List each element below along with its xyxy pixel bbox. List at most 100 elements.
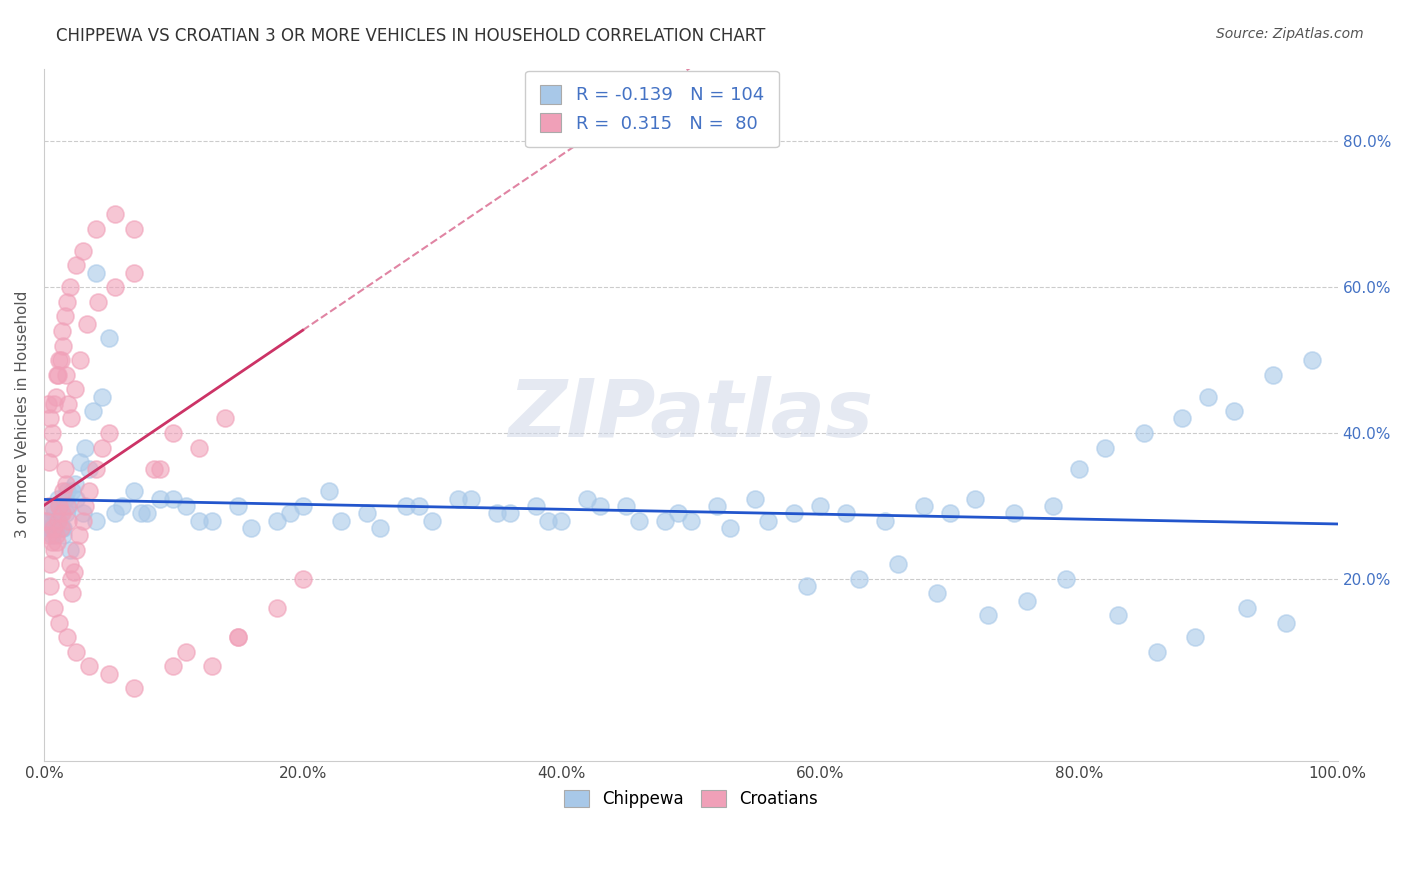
Point — [1146, 645, 1168, 659]
Point — [55, 506, 77, 520]
Point — [174, 499, 197, 513]
Point — [41, 528, 63, 542]
Point — [368, 521, 391, 535]
Point — [60, 411, 83, 425]
Point — [35, 514, 58, 528]
Point — [887, 558, 910, 572]
Point — [808, 499, 831, 513]
Point — [60, 586, 83, 600]
Point — [149, 462, 172, 476]
Point — [37, 514, 59, 528]
Point — [44, 390, 66, 404]
Point — [201, 514, 224, 528]
Point — [124, 484, 146, 499]
Point — [848, 572, 870, 586]
Point — [53, 491, 76, 506]
Point — [72, 244, 94, 258]
Point — [62, 565, 84, 579]
Point — [104, 207, 127, 221]
Point — [44, 528, 66, 542]
Point — [46, 368, 69, 382]
Point — [460, 491, 482, 506]
Point — [58, 397, 80, 411]
Point — [149, 491, 172, 506]
Point — [589, 499, 612, 513]
Point — [524, 499, 547, 513]
Point — [55, 368, 77, 382]
Point — [318, 484, 340, 499]
Point — [69, 353, 91, 368]
Point — [51, 521, 73, 535]
Point — [835, 506, 858, 520]
Point — [75, 499, 97, 513]
Point — [51, 506, 73, 520]
Point — [912, 499, 935, 513]
Point — [49, 506, 72, 520]
Point — [56, 499, 79, 513]
Point — [48, 615, 70, 630]
Point — [627, 514, 650, 528]
Point — [59, 542, 82, 557]
Point — [84, 266, 107, 280]
Point — [39, 579, 62, 593]
Point — [44, 506, 66, 520]
Point — [1107, 608, 1129, 623]
Point — [201, 659, 224, 673]
Point — [1132, 425, 1154, 440]
Point — [214, 411, 236, 425]
Point — [59, 280, 82, 294]
Point — [84, 222, 107, 236]
Point — [37, 528, 59, 542]
Point — [718, 521, 741, 535]
Point — [142, 462, 165, 476]
Point — [52, 521, 75, 535]
Point — [129, 506, 152, 520]
Point — [69, 455, 91, 469]
Point — [39, 411, 62, 425]
Legend: Chippewa, Croatians: Chippewa, Croatians — [557, 783, 824, 815]
Point — [65, 491, 87, 506]
Point — [46, 491, 69, 506]
Point — [330, 514, 353, 528]
Point — [84, 514, 107, 528]
Point — [498, 506, 520, 520]
Point — [63, 477, 86, 491]
Point — [76, 317, 98, 331]
Point — [56, 630, 79, 644]
Point — [52, 484, 75, 499]
Point — [124, 681, 146, 695]
Point — [873, 514, 896, 528]
Point — [44, 397, 66, 411]
Point — [56, 294, 79, 309]
Point — [965, 491, 987, 506]
Point — [38, 455, 60, 469]
Point — [52, 338, 75, 352]
Point — [77, 462, 100, 476]
Point — [104, 280, 127, 294]
Point — [59, 558, 82, 572]
Point — [46, 514, 69, 528]
Point — [39, 558, 62, 572]
Point — [1223, 404, 1246, 418]
Point — [65, 258, 87, 272]
Point — [162, 425, 184, 440]
Point — [744, 491, 766, 506]
Point — [679, 514, 702, 528]
Point — [239, 521, 262, 535]
Point — [162, 491, 184, 506]
Point — [550, 514, 572, 528]
Point — [1275, 615, 1298, 630]
Point — [37, 397, 59, 411]
Point — [45, 368, 67, 382]
Point — [44, 542, 66, 557]
Point — [84, 462, 107, 476]
Point — [188, 441, 211, 455]
Point — [537, 514, 560, 528]
Point — [356, 506, 378, 520]
Point — [1197, 390, 1219, 404]
Point — [1261, 368, 1284, 382]
Point — [758, 514, 780, 528]
Point — [44, 514, 66, 528]
Point — [56, 484, 79, 499]
Point — [38, 521, 60, 535]
